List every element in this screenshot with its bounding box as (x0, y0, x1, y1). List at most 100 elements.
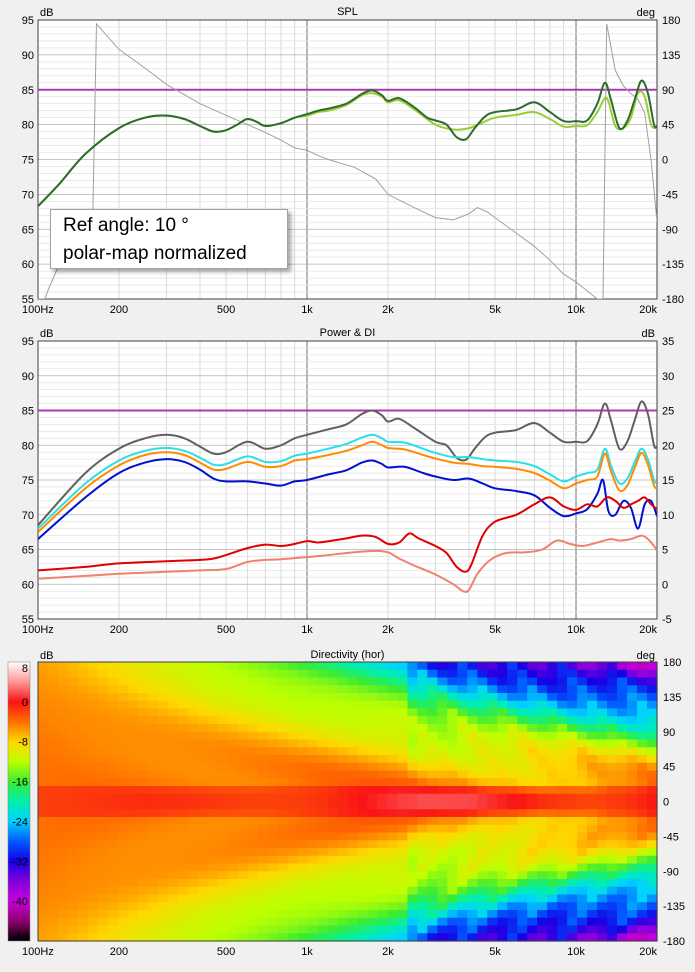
heatmap-cell (647, 739, 658, 748)
heatmap-cell (187, 809, 199, 818)
heatmap-cell (217, 677, 229, 686)
heatmap-cell (67, 879, 79, 888)
heatmap-cell (487, 910, 498, 919)
heatmap-cell (57, 762, 69, 772)
heatmap-cell (627, 879, 638, 888)
heatmap-cell (397, 933, 408, 942)
heatmap-cell (207, 925, 219, 934)
heatmap-cell (177, 871, 189, 880)
heatmap-cell (227, 933, 239, 942)
heatmap-cell (177, 832, 189, 841)
heatmap-cell (307, 879, 319, 888)
heatmap-cell (337, 669, 349, 679)
heatmap-cell (387, 848, 399, 857)
heatmap-cell (167, 724, 179, 733)
heatmap-cell (337, 762, 349, 772)
colorbar-tick-label: 0 (22, 697, 28, 709)
heatmap-cell (347, 786, 359, 795)
heatmap-cell (117, 840, 129, 849)
heatmap-cell (507, 739, 518, 748)
heatmap-cell (527, 886, 538, 896)
heatmap-cell (437, 902, 448, 911)
heatmap-cell (547, 677, 558, 686)
heatmap-cell (517, 910, 528, 919)
heatmap-cell (437, 824, 448, 834)
heatmap-cell (587, 700, 598, 710)
heatmap-cell (327, 716, 339, 725)
heatmap-cell (127, 832, 139, 841)
x-tick-label: 100Hz (22, 946, 54, 958)
heatmap-cell (437, 809, 448, 818)
heatmap-cell (227, 832, 239, 841)
heatmap-cell (627, 731, 638, 741)
heatmap-cell (217, 770, 229, 779)
y-right-tick-label: -180 (662, 294, 684, 306)
heatmap-cell (617, 801, 628, 810)
heatmap-cell (187, 855, 199, 865)
heatmap-cell (317, 809, 329, 818)
heatmap-cell (647, 933, 658, 942)
heatmap-cell (347, 708, 359, 717)
heatmap-cell (207, 894, 219, 903)
heatmap-cell (297, 855, 309, 865)
y-right-tick-label: -90 (663, 866, 679, 878)
heatmap-cell (187, 902, 199, 911)
heatmap-cell (87, 762, 99, 772)
heatmap-cell (267, 677, 279, 686)
heatmap-cell (127, 855, 139, 865)
heatmap-cell (317, 925, 329, 934)
heatmap-cell (537, 786, 548, 795)
heatmap-cell (357, 917, 369, 927)
heatmap-cell (277, 770, 289, 779)
heatmap-cell (437, 778, 448, 787)
heatmap-cell (507, 840, 518, 849)
heatmap-cell (407, 855, 418, 865)
heatmap-cell (537, 910, 548, 919)
heatmap-cell (207, 755, 219, 764)
heatmap-cell (627, 848, 638, 857)
heatmap-cell (487, 917, 498, 927)
heatmap-cell (617, 739, 628, 748)
heatmap-cell (577, 863, 588, 872)
heatmap-cell (547, 902, 558, 911)
heatmap-cell (647, 700, 658, 710)
heatmap-cell (217, 755, 229, 764)
heatmap-cell (607, 747, 618, 756)
heatmap-cell (97, 917, 109, 927)
heatmap-cell (217, 786, 229, 795)
y-tick-label: 60 (22, 579, 34, 591)
heatmap-cell (587, 933, 598, 942)
heatmap-cell (617, 855, 628, 865)
heatmap-cell (457, 871, 468, 880)
heatmap-cell (557, 693, 568, 702)
y-tick-label: 80 (22, 120, 34, 132)
heatmap-cells (38, 662, 658, 942)
heatmap-cell (417, 902, 428, 911)
heatmap-cell (457, 910, 468, 919)
heatmap-cell (647, 848, 658, 857)
heatmap-cell (237, 778, 249, 787)
heatmap-cell (87, 786, 99, 795)
heatmap-cell (347, 848, 359, 857)
heatmap-cell (127, 894, 139, 903)
heatmap-cell (237, 669, 249, 679)
heatmap-cell (157, 778, 169, 787)
heatmap-cell (487, 786, 498, 795)
heatmap-cell (277, 801, 289, 810)
heatmap-cell (427, 685, 438, 694)
heatmap-cell (557, 778, 568, 787)
heatmap-cell (287, 801, 299, 810)
heatmap-cell (117, 855, 129, 865)
heatmap-cell (457, 778, 468, 787)
heatmap-cell (437, 786, 448, 795)
heatmap-cell (347, 925, 359, 934)
heatmap-cell (637, 886, 648, 896)
heatmap-cell (607, 778, 618, 787)
heatmap-cell (427, 708, 438, 717)
heatmap-cell (347, 778, 359, 787)
heatmap-cell (587, 832, 598, 841)
heatmap-cell (357, 910, 369, 919)
heatmap-cell (327, 801, 339, 810)
heatmap-cell (287, 700, 299, 710)
heatmap-cell (77, 762, 89, 772)
